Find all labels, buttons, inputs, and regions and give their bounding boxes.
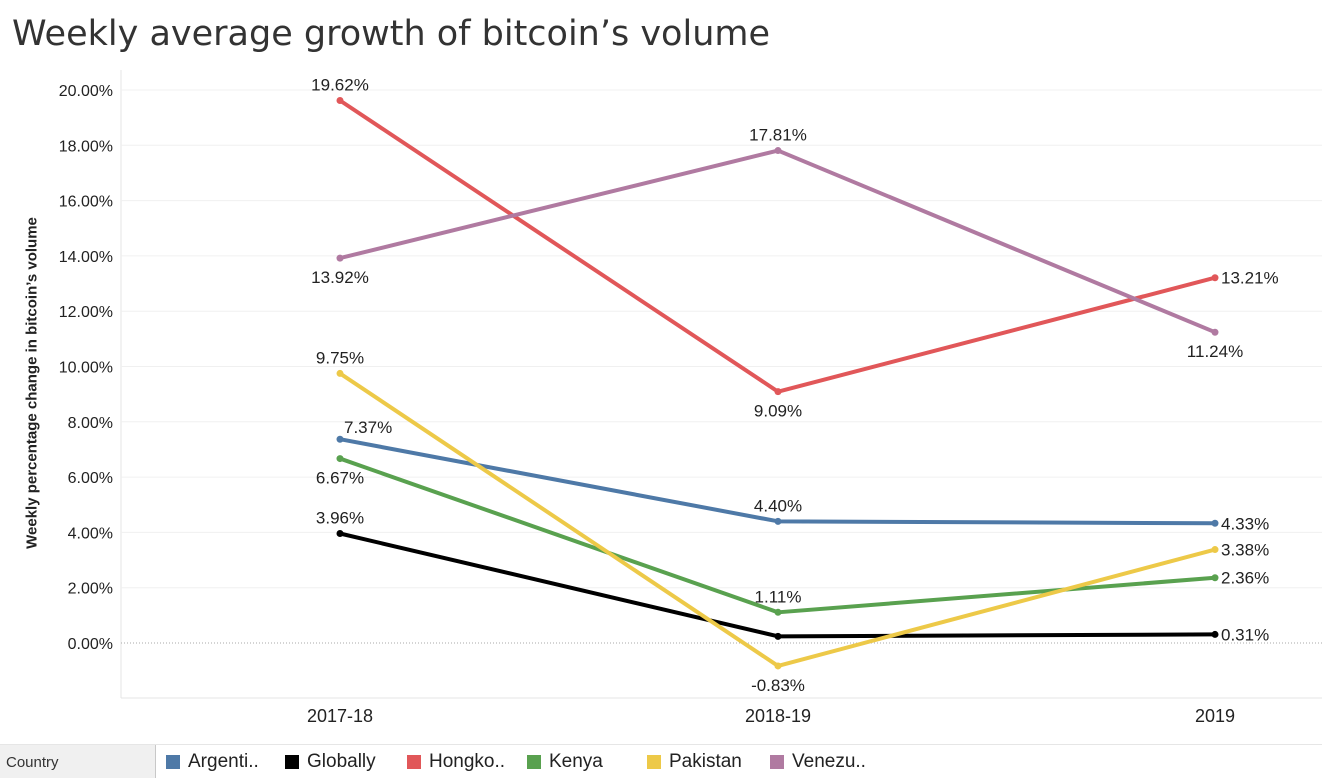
legend-label: Argenti.. [188, 750, 259, 772]
data-point [774, 147, 782, 155]
data-point [336, 97, 344, 105]
legend-label: Kenya [549, 750, 603, 772]
data-point [336, 435, 344, 443]
data-label: 7.37% [344, 418, 392, 437]
legend-item[interactable]: Venezu.. [770, 751, 880, 773]
legend-swatch [770, 754, 784, 769]
x-tick-label: 2019 [1195, 706, 1235, 726]
x-tick-label: 2017-18 [307, 706, 373, 726]
legend-swatch [647, 754, 661, 769]
data-point [774, 608, 782, 616]
legend-item[interactable]: Pakistan [647, 751, 770, 773]
legend-item[interactable]: Globally [285, 751, 407, 773]
legend-swatch [527, 754, 541, 769]
data-point [336, 369, 344, 377]
data-label: 2.36% [1221, 569, 1269, 588]
series-line [338, 148, 1217, 335]
y-tick-label: 12.00% [59, 304, 113, 321]
y-tick-label: 18.00% [59, 138, 113, 155]
data-label: 19.62% [311, 76, 369, 95]
y-tick-label: 8.00% [68, 415, 113, 432]
data-point [336, 254, 344, 262]
data-point [1211, 630, 1219, 638]
legend-swatch [407, 754, 421, 769]
data-label: 13.21% [1221, 269, 1279, 288]
data-point [774, 388, 782, 396]
data-point [1211, 574, 1219, 582]
data-label: 9.09% [754, 402, 802, 421]
y-tick-label: 10.00% [59, 360, 113, 377]
data-point [336, 530, 344, 538]
data-point [774, 632, 782, 640]
x-tick-label: 2018-19 [745, 706, 811, 726]
legend-title: Country [0, 745, 156, 778]
legend-item[interactable]: Kenya [527, 751, 647, 773]
data-label: 3.38% [1221, 541, 1269, 560]
chart-title: Weekly average growth of bitcoin’s volum… [12, 14, 771, 54]
legend-label: Hongko.. [429, 750, 506, 772]
data-label: 11.24% [1187, 342, 1243, 361]
legend-label: Venezu.. [792, 750, 866, 772]
legend-item[interactable]: Hongko.. [407, 751, 527, 773]
data-label: 4.40% [754, 496, 802, 515]
data-label: 17.81% [749, 126, 807, 145]
data-point [774, 662, 782, 670]
y-tick-label: 16.00% [59, 194, 113, 211]
data-label: 3.96% [316, 509, 364, 528]
legend-item[interactable]: Argenti.. [166, 751, 285, 773]
data-point [1211, 328, 1219, 336]
data-point [774, 517, 782, 525]
legend-items: Argenti.. Globally Hongko.. Kenya Pakistan Ve… [166, 745, 880, 778]
data-label: 6.67% [316, 469, 364, 488]
legend-swatch [166, 754, 180, 769]
data-label: 1.11% [755, 587, 802, 606]
data-label: 0.31% [1221, 625, 1269, 644]
data-point [336, 455, 344, 463]
y-tick-label: 6.00% [68, 470, 113, 487]
data-point [1211, 546, 1219, 554]
line-chart: 20.00% 18.00% 16.00% 14.00% 12.00% 10.00% 8.00… [59, 70, 1322, 726]
data-label: 9.75% [316, 348, 364, 367]
data-point [1211, 519, 1219, 527]
legend-swatch [285, 754, 299, 769]
legend-label: Pakistan [669, 750, 742, 772]
y-axis-label: Weekly percentage change in bitcoin’s vo… [23, 217, 41, 549]
data-label: -0.83% [751, 676, 805, 695]
y-tick-label: 2.00% [68, 581, 113, 598]
y-tick-label: 14.00% [59, 249, 113, 266]
y-tick-label: 4.00% [68, 525, 113, 542]
data-label: 4.33% [1221, 514, 1269, 533]
data-label: 13.92% [311, 268, 369, 287]
y-tick-label: 0.00% [68, 636, 113, 653]
legend-label: Globally [307, 750, 376, 772]
y-tick-label: 20.00% [59, 83, 113, 100]
legend: Country Argenti.. Globally Hongko.. Kenya Pa… [0, 744, 1322, 778]
data-point [1211, 274, 1219, 282]
